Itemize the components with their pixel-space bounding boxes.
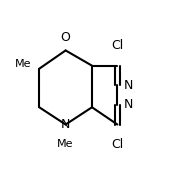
Text: O: O (61, 31, 70, 44)
Text: Me: Me (15, 59, 31, 69)
Text: Cl: Cl (111, 40, 123, 53)
Text: N: N (124, 79, 133, 92)
Text: Cl: Cl (111, 138, 123, 151)
Text: N: N (61, 118, 70, 131)
Text: Me: Me (57, 139, 74, 149)
Text: N: N (124, 98, 133, 111)
